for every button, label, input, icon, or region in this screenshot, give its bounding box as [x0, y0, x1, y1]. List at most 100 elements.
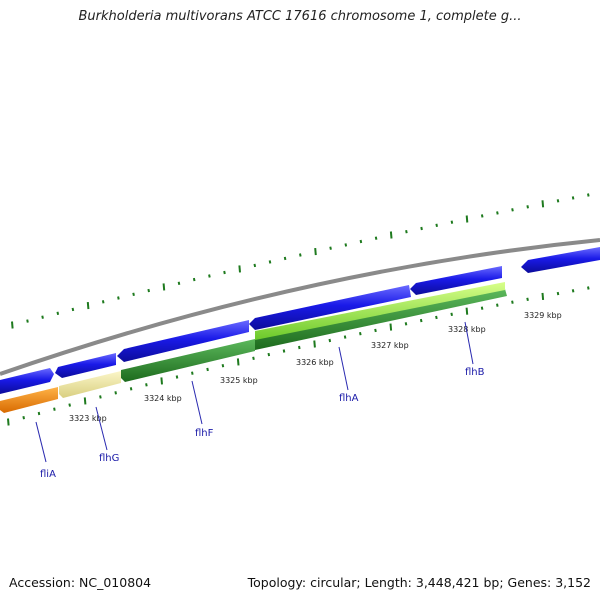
- tick-mark: [298, 345, 301, 350]
- tick-mark: [37, 411, 41, 416]
- gene-label-flhA[interactable]: flhA: [339, 393, 359, 404]
- forward-gene[interactable]: [55, 353, 116, 378]
- tick-mark: [359, 239, 363, 244]
- tick-mark: [99, 395, 102, 399]
- tick-mark: [496, 303, 499, 307]
- tick-mark: [314, 248, 317, 256]
- tick-mark: [206, 367, 209, 372]
- kbp-label: 3323 kbp: [69, 414, 107, 423]
- tick-mark: [420, 226, 423, 231]
- tick-mark: [389, 231, 393, 239]
- tick-mark: [145, 383, 148, 387]
- topology-summary: Topology: circular; Length: 3,448,421 bp…: [247, 575, 591, 590]
- gene-flhB-bar[interactable]: [255, 282, 505, 340]
- gene-flhA-bar[interactable]: [255, 289, 507, 350]
- leader-fliA: [35, 421, 47, 463]
- tick-mark: [587, 286, 590, 290]
- gene-label-flhB[interactable]: flhB: [465, 367, 485, 378]
- tick-mark: [192, 277, 196, 282]
- leader-flhF: [191, 380, 203, 425]
- gene-labels: fliA flhG flhF flhA flhB: [40, 367, 485, 480]
- tick-mark: [252, 356, 255, 360]
- tick-mark: [571, 289, 575, 293]
- forward-gene[interactable]: [0, 368, 54, 394]
- forward-gene[interactable]: [521, 247, 600, 273]
- gene-label-flhG[interactable]: flhG: [99, 453, 119, 464]
- tick-mark: [53, 407, 56, 411]
- tick-mark: [587, 193, 590, 197]
- tick-mark: [191, 371, 194, 375]
- map-title: Burkholderia multivorans ATCC 17616 chro…: [78, 9, 522, 24]
- tick-mark: [511, 208, 514, 212]
- tick-mark: [71, 307, 75, 312]
- tick-mark: [267, 352, 271, 357]
- gene-label-leaders: [35, 321, 474, 463]
- leader-flhA: [338, 346, 349, 391]
- tick-mark: [86, 302, 90, 310]
- tick-mark: [526, 297, 529, 301]
- tick-mark: [114, 391, 117, 395]
- tick-mark: [480, 214, 484, 218]
- tick-mark: [374, 236, 378, 240]
- tick-mark: [160, 377, 163, 385]
- tick-mark: [177, 281, 181, 285]
- tick-mark: [450, 312, 453, 316]
- forward-gene[interactable]: [117, 320, 249, 362]
- reverse-genes[interactable]: [0, 282, 507, 413]
- tick-mark: [405, 230, 408, 234]
- kbp-label: 3329 kbp: [524, 311, 562, 320]
- tick-mark: [404, 322, 408, 326]
- tick-mark: [465, 215, 469, 223]
- tick-mark: [435, 315, 438, 320]
- tick-mark: [282, 349, 286, 353]
- backbone-line: [0, 238, 600, 376]
- tick-mark: [359, 332, 362, 336]
- gene-flhF-bar[interactable]: [121, 339, 255, 382]
- leader-flhG: [95, 406, 108, 451]
- tick-mark: [22, 416, 25, 420]
- tick-mark: [526, 205, 529, 209]
- tick-mark: [162, 283, 166, 291]
- gene-fliA-bar[interactable]: [0, 387, 58, 413]
- tick-mark: [329, 246, 332, 250]
- forward-genes[interactable]: [0, 247, 600, 394]
- tick-mark: [236, 358, 240, 366]
- tick-mark: [268, 260, 272, 264]
- gene-label-flhF[interactable]: flhF: [195, 428, 214, 439]
- gene-flhG-bar[interactable]: [59, 371, 121, 398]
- forward-gene[interactable]: [410, 266, 502, 295]
- tick-mark: [450, 220, 454, 224]
- tick-mark: [556, 199, 560, 203]
- tick-mark: [208, 274, 211, 278]
- tick-mark: [283, 256, 287, 261]
- tick-mark: [299, 253, 302, 257]
- leader-flhB: [464, 321, 474, 365]
- tick-mark: [26, 319, 29, 323]
- kbp-label: 3327 kbp: [371, 341, 409, 350]
- tick-mark: [117, 296, 120, 300]
- gene-label-fliA[interactable]: fliA: [40, 469, 56, 480]
- tick-mark: [101, 300, 105, 304]
- tick-mark: [571, 196, 575, 200]
- kbp-label: 3326 kbp: [296, 358, 334, 367]
- tick-mark: [68, 403, 71, 407]
- tick-mark: [389, 323, 393, 331]
- outer-tick-ring: [11, 193, 590, 329]
- tick-mark: [328, 338, 332, 343]
- tick-mark: [147, 288, 150, 293]
- tick-mark: [511, 300, 514, 304]
- tick-mark: [83, 397, 87, 405]
- tick-mark: [435, 223, 438, 227]
- tick-mark: [344, 243, 348, 247]
- inner-tick-ring: [7, 286, 590, 426]
- tick-mark: [374, 328, 377, 333]
- tick-mark: [41, 315, 44, 319]
- tick-mark: [223, 270, 226, 275]
- accession-text: Accession: NC_010804: [9, 575, 152, 590]
- forward-gene[interactable]: [249, 285, 411, 330]
- tick-mark: [541, 200, 545, 208]
- tick-mark: [465, 307, 469, 315]
- tick-mark: [343, 335, 347, 339]
- tick-mark: [419, 318, 423, 323]
